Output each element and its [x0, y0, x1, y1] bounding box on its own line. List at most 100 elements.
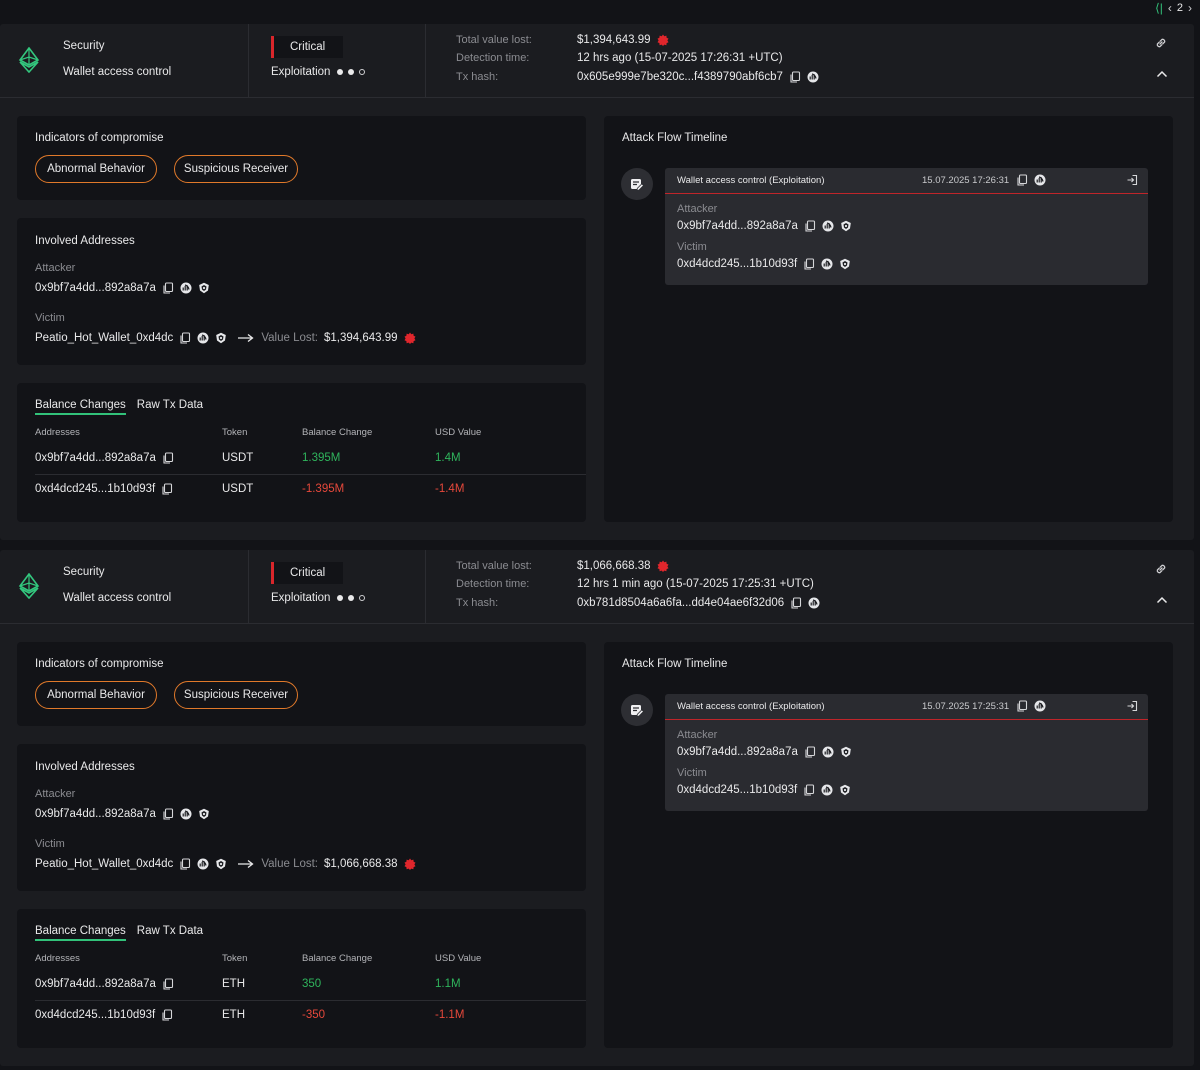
involved-title: Involved Addresses	[35, 235, 135, 247]
explorer-icon[interactable]	[808, 597, 820, 609]
tx-hash: 0xb781d8504a6a6fa...dd4e04ae6f32d06	[577, 597, 820, 609]
explorer-icon[interactable]	[197, 332, 209, 344]
timeline-victim-label: Victim	[677, 767, 707, 779]
copy-icon[interactable]	[161, 483, 173, 495]
tx-hash-value: 0xb781d8504a6a6fa...dd4e04ae6f32d06	[577, 597, 785, 609]
indicator-pill[interactable]: Abnormal Behavior	[35, 681, 157, 709]
timeline-event-card[interactable]: Wallet access control (Exploitation) 15.…	[665, 694, 1148, 811]
indicators-title: Indicators of compromise	[35, 132, 164, 144]
explorer-icon[interactable]	[822, 746, 834, 758]
explorer-icon[interactable]	[180, 808, 192, 820]
alert-header[interactable]: Security Wallet access control Critical …	[0, 550, 1194, 624]
severity-badge: Critical	[271, 36, 343, 58]
shield-icon[interactable]	[840, 746, 852, 758]
row-token: USDT	[222, 452, 254, 464]
timeline-attacker-row: 0x9bf7a4dd...892a8a7a	[677, 746, 852, 758]
tab-balance-changes[interactable]: Balance Changes	[35, 399, 126, 415]
value-lost-label: Value Lost:	[261, 332, 318, 344]
timeline-event-header: Wallet access control (Exploitation) 15.…	[665, 694, 1148, 720]
open-external-icon[interactable]	[1126, 174, 1138, 186]
value-lost-value: $1,066,668.38	[324, 858, 398, 870]
arrow-right-icon	[238, 859, 254, 869]
shield-icon[interactable]	[215, 858, 227, 870]
copy-icon[interactable]	[161, 1009, 173, 1021]
first-page-icon[interactable]: ⟨|	[1155, 1, 1163, 15]
col-header-usd-value: USD Value	[435, 427, 482, 438]
tx-hash: 0x605e999e7be320c...f4389790abf6cb7	[577, 71, 819, 83]
row-address: 0xd4dcd245...1b10d93f	[35, 483, 173, 495]
chevron-up-icon[interactable]	[1156, 596, 1168, 604]
shield-icon[interactable]	[840, 220, 852, 232]
copy-icon[interactable]	[179, 332, 191, 344]
timeline-victim-address: 0xd4dcd245...1b10d93f	[677, 784, 798, 796]
divider	[425, 24, 426, 98]
alert-header[interactable]: Security Wallet access control Critical …	[0, 24, 1194, 98]
row-balance-change: -1.395M	[302, 483, 345, 495]
phase-dot-filled	[337, 69, 344, 75]
explorer-icon[interactable]	[180, 282, 192, 294]
indicator-pill[interactable]: Suspicious Receiver	[174, 155, 298, 183]
indicator-pill[interactable]: Abnormal Behavior	[35, 155, 157, 183]
tab-raw-tx-data[interactable]: Raw Tx Data	[136, 925, 204, 937]
copy-icon[interactable]	[803, 258, 815, 270]
row-balance-change: 350	[302, 978, 322, 990]
explorer-icon[interactable]	[807, 71, 819, 83]
row-token: USDT	[222, 483, 254, 495]
copy-icon[interactable]	[804, 746, 816, 758]
prev-page-icon[interactable]: ‹	[1167, 1, 1172, 15]
indicators-title: Indicators of compromise	[35, 658, 164, 670]
shield-icon[interactable]	[198, 282, 210, 294]
copy-icon[interactable]	[162, 282, 174, 294]
alert-subcategory: Wallet access control	[63, 592, 172, 604]
shield-icon[interactable]	[198, 808, 210, 820]
copy-icon[interactable]	[162, 978, 174, 990]
tab-raw-tx-data[interactable]: Raw Tx Data	[136, 399, 204, 411]
copy-icon[interactable]	[162, 808, 174, 820]
explorer-icon[interactable]	[821, 784, 833, 796]
link-icon[interactable]	[1154, 562, 1168, 576]
copy-icon[interactable]	[162, 452, 174, 464]
explorer-icon[interactable]	[821, 258, 833, 270]
row-address-value: 0x9bf7a4dd...892a8a7a	[35, 452, 156, 464]
open-external-icon[interactable]	[1126, 700, 1138, 712]
detection-time: 12 hrs ago (15-07-2025 17:26:31 +UTC)	[577, 52, 783, 64]
value-lost-value: $1,394,643.99	[324, 332, 398, 344]
attack-flow-timeline-panel: Attack Flow Timeline Wallet access contr…	[604, 642, 1173, 1048]
timeline-attacker-address: 0x9bf7a4dd...892a8a7a	[677, 746, 798, 758]
phase-dot-filled	[348, 69, 355, 75]
copy-icon[interactable]	[1016, 700, 1028, 712]
explorer-icon[interactable]	[197, 858, 209, 870]
arrow-right-icon	[238, 333, 254, 343]
copy-icon[interactable]	[179, 858, 191, 870]
explorer-icon[interactable]	[822, 220, 834, 232]
row-divider	[35, 1000, 586, 1001]
link-icon[interactable]	[1154, 36, 1168, 50]
alert-category: Security	[63, 566, 105, 578]
page-number[interactable]: 2	[1176, 2, 1183, 14]
copy-icon[interactable]	[789, 71, 801, 83]
shield-icon[interactable]	[839, 784, 851, 796]
explorer-icon[interactable]	[1034, 700, 1046, 712]
shield-icon[interactable]	[215, 332, 227, 344]
pagination: ⟨| ‹ 2 ›	[1155, 0, 1192, 16]
tab-balance-changes[interactable]: Balance Changes	[35, 925, 126, 941]
total-value-lost-label: Total value lost:	[456, 560, 532, 572]
copy-icon[interactable]	[803, 784, 815, 796]
timeline-event-header: Wallet access control (Exploitation) 15.…	[665, 168, 1148, 194]
timeline-title: Attack Flow Timeline	[622, 132, 728, 144]
next-page-icon[interactable]: ›	[1188, 1, 1192, 15]
total-value-lost-value: $1,394,643.99	[577, 34, 651, 46]
indicator-pill[interactable]: Suspicious Receiver	[174, 681, 298, 709]
row-address-value: 0x9bf7a4dd...892a8a7a	[35, 978, 156, 990]
row-balance-change: -350	[302, 1009, 326, 1021]
copy-icon[interactable]	[804, 220, 816, 232]
explorer-icon[interactable]	[1034, 174, 1046, 186]
copy-icon[interactable]	[1016, 174, 1028, 186]
victim-label: Victim	[35, 312, 65, 324]
timeline-event-card[interactable]: Wallet access control (Exploitation) 15.…	[665, 168, 1148, 285]
phase-indicator: Exploitation	[271, 66, 366, 78]
shield-icon[interactable]	[839, 258, 851, 270]
col-header-balance-change: Balance Change	[302, 427, 373, 438]
copy-icon[interactable]	[790, 597, 802, 609]
chevron-up-icon[interactable]	[1156, 70, 1168, 78]
